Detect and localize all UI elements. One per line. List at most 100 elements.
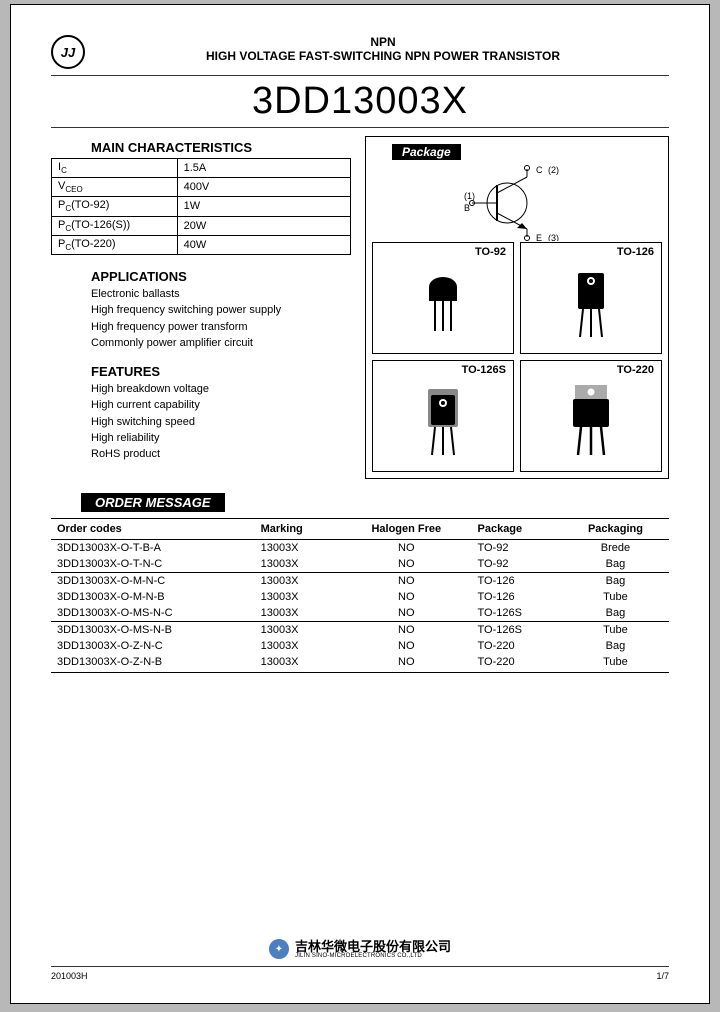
- mfg-name-en: JILIN SINO-MICROELECTRONICS CO.,LTD: [295, 953, 451, 959]
- order-cell: 13003X: [255, 605, 342, 622]
- order-cell: Bag: [562, 573, 669, 590]
- package-icon: [524, 376, 658, 468]
- svg-text:(2): (2): [548, 165, 559, 175]
- order-cell: 3DD13003X-O-MS-N-B: [51, 622, 255, 639]
- order-cell: NO: [341, 556, 471, 573]
- page-footer: ✦ 吉林华微电子股份有限公司 JILIN SINO-MICROELECTRONI…: [51, 966, 669, 981]
- char-value: 20W: [177, 216, 350, 235]
- order-table: Order codesMarkingHalogen FreePackagePac…: [51, 518, 669, 670]
- package-icon: [376, 258, 510, 350]
- order-title: ORDER MESSAGE: [81, 493, 225, 512]
- order-cell: TO-220: [472, 638, 562, 654]
- order-cell: 3DD13003X-O-MS-N-C: [51, 605, 255, 622]
- order-cell: TO-92: [472, 540, 562, 557]
- order-cell: NO: [341, 589, 471, 605]
- svg-text:(3): (3): [548, 233, 559, 241]
- char-param: IC: [52, 159, 178, 178]
- header-text: NPN HIGH VOLTAGE FAST-SWITCHING NPN POWE…: [97, 35, 669, 63]
- order-cell: Tube: [562, 589, 669, 605]
- package-name: TO-126: [617, 246, 654, 258]
- order-cell: 3DD13003X-O-Z-N-C: [51, 638, 255, 654]
- order-cell: Tube: [562, 654, 669, 670]
- order-cell: Bag: [562, 605, 669, 622]
- right-column: Package (1) B: [365, 140, 669, 479]
- char-value: 400V: [177, 178, 350, 197]
- order-header: Marking: [255, 519, 342, 540]
- order-cell: 3DD13003X-O-T-N-C: [51, 556, 255, 573]
- features-section: FEATURES High breakdown voltage High curr…: [51, 364, 351, 461]
- applications-section: APPLICATIONS Electronic ballastsHigh fre…: [51, 269, 351, 350]
- feature-item: High switching speed: [91, 415, 341, 429]
- left-column: MAIN CHARACTERISTICS IC1.5AVCEO400VPC(TO…: [51, 140, 351, 479]
- mfg-name-cn: 吉林华微电子股份有限公司: [295, 940, 451, 953]
- package-cell: TO-92: [372, 242, 514, 354]
- header-line2: HIGH VOLTAGE FAST-SWITCHING NPN POWER TR…: [97, 49, 669, 63]
- package-name: TO-220: [617, 364, 654, 376]
- order-cell: 3DD13003X-O-M-N-C: [51, 573, 255, 590]
- applications-title: APPLICATIONS: [91, 269, 341, 284]
- brand-logo: JJ: [51, 35, 85, 69]
- doc-revision: 201003H: [51, 971, 88, 981]
- package-name: TO-126S: [462, 364, 506, 376]
- order-cell: 3DD13003X-O-M-N-B: [51, 589, 255, 605]
- order-cell: TO-220: [472, 654, 562, 670]
- char-value: 1.5A: [177, 159, 350, 178]
- features-title: FEATURES: [91, 364, 341, 379]
- transistor-symbol: (1) B C (2) E (3): [372, 164, 662, 242]
- order-cell: 3DD13003X-O-T-B-A: [51, 540, 255, 557]
- package-icon: [376, 376, 510, 468]
- feature-item: High current capability: [91, 398, 341, 412]
- application-item: Commonly power amplifier circuit: [91, 336, 341, 350]
- char-param: VCEO: [52, 178, 178, 197]
- svg-text:B: B: [464, 203, 470, 213]
- order-cell: Bag: [562, 638, 669, 654]
- mfg-logo-icon: ✦: [269, 939, 289, 959]
- order-cell: NO: [341, 654, 471, 670]
- package-cell: TO-220: [520, 360, 662, 472]
- package-cell: TO-126: [520, 242, 662, 354]
- order-header: Order codes: [51, 519, 255, 540]
- feature-item: High reliability: [91, 431, 341, 445]
- order-cell: TO-126S: [472, 622, 562, 639]
- char-param: PC(TO-126(S)): [52, 216, 178, 235]
- order-header: Package: [472, 519, 562, 540]
- char-value: 40W: [177, 235, 350, 254]
- order-cell: 13003X: [255, 654, 342, 670]
- order-cell: 13003X: [255, 573, 342, 590]
- order-cell: 3DD13003X-O-Z-N-B: [51, 654, 255, 670]
- package-box: Package (1) B: [365, 136, 669, 479]
- package-icon: [524, 258, 658, 350]
- order-cell: Tube: [562, 622, 669, 639]
- package-title: Package: [392, 144, 461, 160]
- package-cell: TO-126S: [372, 360, 514, 472]
- order-cell: NO: [341, 622, 471, 639]
- order-cell: TO-126S: [472, 605, 562, 622]
- characteristics-table: IC1.5AVCEO400VPC(TO-92)1WPC(TO-126(S))20…: [51, 158, 351, 255]
- datasheet-page: JJ NPN HIGH VOLTAGE FAST-SWITCHING NPN P…: [10, 4, 710, 1004]
- order-cell: 13003X: [255, 540, 342, 557]
- page-number: 1/7: [656, 971, 669, 981]
- order-cell: 13003X: [255, 638, 342, 654]
- order-cell: Bag: [562, 556, 669, 573]
- char-param: PC(TO-220): [52, 235, 178, 254]
- feature-item: High breakdown voltage: [91, 382, 341, 396]
- order-cell: 13003X: [255, 589, 342, 605]
- main-columns: MAIN CHARACTERISTICS IC1.5AVCEO400VPC(TO…: [51, 140, 669, 479]
- svg-text:C: C: [536, 165, 543, 175]
- order-cell: NO: [341, 573, 471, 590]
- order-cell: TO-126: [472, 589, 562, 605]
- char-param: PC(TO-92): [52, 197, 178, 216]
- order-header: Packaging: [562, 519, 669, 540]
- part-number: 3DD13003X: [51, 75, 669, 128]
- package-name: TO-92: [475, 246, 506, 258]
- order-header: Halogen Free: [341, 519, 471, 540]
- order-table-wrap: Order codesMarkingHalogen FreePackagePac…: [51, 518, 669, 673]
- order-cell: NO: [341, 540, 471, 557]
- svg-text:(1): (1): [464, 191, 475, 201]
- page-header: JJ NPN HIGH VOLTAGE FAST-SWITCHING NPN P…: [51, 35, 669, 69]
- order-cell: TO-92: [472, 556, 562, 573]
- order-cell: TO-126: [472, 573, 562, 590]
- main-char-title: MAIN CHARACTERISTICS: [51, 140, 351, 155]
- order-cell: Brede: [562, 540, 669, 557]
- order-cell: 13003X: [255, 556, 342, 573]
